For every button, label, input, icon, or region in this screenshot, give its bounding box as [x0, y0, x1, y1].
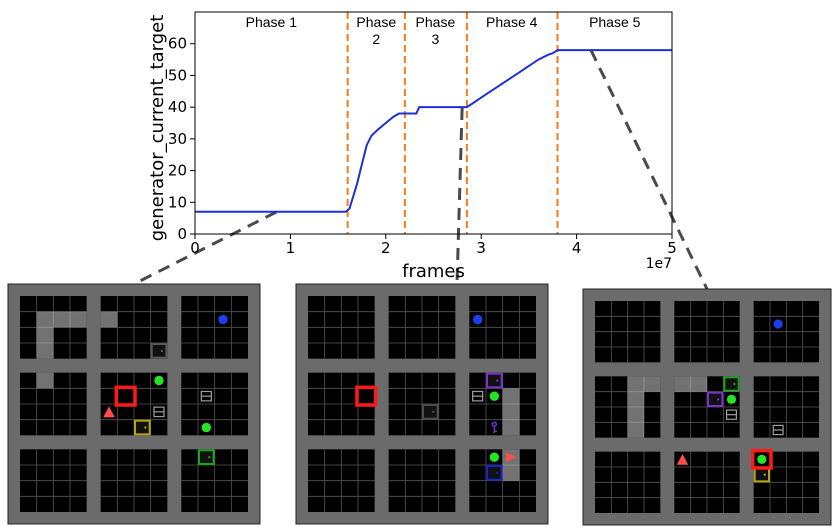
path-cell: [36, 327, 54, 343]
path-cell: [644, 376, 661, 392]
x-tick-label: 4: [572, 239, 582, 257]
ball-icon: [726, 394, 737, 404]
phase-labels: Phase 1 Phase 2 Phase 3 Phase 4 Phase 5: [246, 14, 641, 47]
leader-line-3: [589, 49, 709, 290]
path-cell: [627, 391, 644, 407]
y-tick-label: 60: [168, 35, 187, 53]
phase-label-5: Phase 5: [589, 14, 641, 30]
snapshot-phase-1: [7, 283, 261, 525]
path-cell: [690, 376, 707, 392]
x-tick-label: 3: [476, 239, 486, 257]
path-cell: [502, 465, 520, 481]
door-icon: [198, 449, 215, 466]
chart: Phase 1 Phase 2 Phase 3 Phase 4 Phase 5 0 1 2 3 4 5…: [147, 11, 677, 282]
path-cell: [502, 404, 520, 420]
ball-icon: [773, 319, 783, 329]
x-tick-label: 0: [190, 239, 200, 257]
y-tick-label: 20: [168, 162, 187, 180]
snapshot-phase-5: [582, 288, 832, 526]
y-axis-label: generator_current_target: [147, 15, 168, 242]
path-cell: [53, 311, 70, 328]
door-icon: [753, 467, 771, 483]
door-icon: [486, 465, 503, 481]
path-cell: [36, 372, 54, 389]
ball-icon: [489, 452, 500, 462]
leader-line-1: [133, 210, 277, 286]
leader-line-2: [455, 107, 464, 285]
path-cell: [627, 376, 644, 392]
ball-icon: [218, 314, 228, 325]
x-axis-ticks: 0 1 2 3 4 5: [190, 234, 677, 257]
door-icon: [134, 419, 151, 436]
x-tick-label: 2: [381, 239, 391, 257]
path-cell: [70, 311, 87, 328]
environment-snapshots: [7, 283, 832, 526]
selection-highlight: [355, 385, 378, 407]
phase-boundaries: [346, 12, 559, 234]
agent-icon: [506, 452, 517, 462]
path-cell: [502, 388, 520, 404]
selection-highlight: [114, 385, 137, 407]
y-axis-ticks: 0 10 20 30 40 50 60: [168, 35, 195, 243]
door-icon: [707, 391, 724, 407]
ball-icon: [472, 314, 483, 325]
x-tick-label: 1: [286, 239, 296, 257]
y-tick-label: 30: [168, 130, 187, 148]
y-tick-label: 0: [177, 225, 187, 243]
x-tick-label: 5: [667, 239, 677, 257]
path-cell: [674, 376, 691, 392]
plot-frame: [194, 11, 673, 235]
leader-lines: [133, 49, 709, 290]
y-tick-label: 40: [168, 98, 187, 116]
phase-label-4: Phase 4: [486, 14, 538, 30]
door-icon: [486, 372, 503, 389]
path-cell: [100, 311, 118, 328]
path-cell: [627, 407, 644, 423]
x-axis-exponent: 1e7: [646, 256, 672, 272]
door-icon: [422, 404, 439, 420]
series-line: [195, 49, 672, 213]
phase-label-2: Phase 2: [356, 14, 396, 47]
path-cell: [502, 419, 520, 436]
ball-icon: [489, 391, 500, 401]
phase-label-3: Phase 3: [416, 14, 456, 47]
y-tick-label: 10: [168, 193, 187, 211]
path-cell: [36, 343, 54, 359]
door-icon: [723, 376, 740, 392]
path-cell: [627, 422, 644, 438]
snapshot-phase-3: [295, 283, 549, 525]
agent-icon: [676, 453, 689, 465]
agent-icon: [103, 406, 115, 418]
door-icon: [150, 343, 168, 359]
x-axis-label: frames: [402, 261, 465, 282]
phase-label-1: Phase 1: [246, 14, 298, 30]
ball-icon: [154, 375, 164, 386]
selection-highlight: [750, 448, 773, 470]
path-cell: [36, 311, 54, 328]
ball-icon: [757, 454, 767, 464]
ball-icon: [201, 422, 212, 433]
y-tick-label: 50: [168, 66, 187, 84]
